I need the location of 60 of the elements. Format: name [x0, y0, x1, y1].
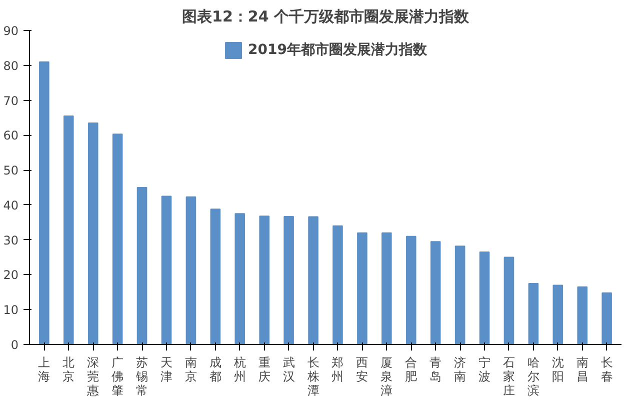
chart-title: 图表12：24 个千万级都市圈发展潜力指数: [182, 8, 470, 26]
bar: [39, 61, 50, 344]
y-tick-label: 80: [3, 58, 19, 73]
x-tick-label: 北京: [62, 356, 75, 384]
x-tick-label: 哈尔滨: [527, 356, 540, 398]
bar: [454, 246, 466, 344]
x-tick-label: 成都: [209, 356, 222, 384]
x-tick-label: 重庆: [258, 356, 270, 384]
bar: [357, 232, 368, 344]
x-tick-label: 青岛: [430, 356, 442, 384]
x-tick-label: 上海: [38, 356, 50, 384]
x-tick-label: 济南: [454, 356, 466, 384]
y-tick-label: 70: [3, 94, 19, 108]
x-tick-label: 深莞惠: [86, 356, 100, 398]
y-tick-label: 90: [3, 24, 19, 38]
x-tick-label: 广佛肇: [112, 356, 124, 398]
y-tick-label: 30: [3, 233, 19, 248]
bar: [602, 292, 612, 344]
y-tick-label: 10: [3, 303, 19, 318]
bar: [406, 236, 416, 344]
bar: [112, 134, 123, 344]
y-tick-label: 0: [10, 338, 19, 352]
bar: [88, 122, 98, 344]
bar: [479, 252, 490, 344]
bar: [552, 284, 564, 344]
x-tick-label: 杭州: [232, 356, 246, 384]
bar: [210, 208, 221, 344]
bar: [234, 213, 246, 344]
x-tick-label: 天津: [160, 356, 172, 384]
x-tick-label: 苏锡常: [135, 356, 148, 398]
x-tick-label: 郑州: [332, 356, 344, 384]
x-tick-label: 武汉: [282, 356, 295, 384]
bar: [186, 196, 196, 344]
x-tick-label: 厦泉漳: [380, 356, 393, 398]
bar: [332, 225, 343, 344]
bar: [136, 187, 148, 344]
bar: [63, 115, 74, 344]
x-tick-label: 西安: [356, 356, 368, 384]
x-tick-label: 南京: [184, 356, 197, 384]
bar: [259, 216, 270, 344]
x-tick-label: 合肥: [405, 356, 418, 384]
x-tick-label: 石家庄: [502, 356, 515, 398]
bar: [161, 196, 172, 344]
y-tick-label: 20: [3, 268, 19, 282]
bar: [308, 216, 318, 344]
legend-label: 2019年都市圈发展潜力指数: [248, 41, 427, 59]
y-tick-label: 40: [3, 198, 19, 212]
bar: [577, 286, 588, 344]
bar: [382, 232, 392, 344]
bar: [430, 241, 441, 344]
y-tick-label: 60: [3, 128, 19, 143]
bar: [504, 256, 514, 344]
x-tick-label: 沈阳: [552, 356, 564, 384]
x-tick-label: 长株潭: [306, 356, 320, 398]
x-tick-label: 宁波: [478, 356, 491, 384]
y-tick-label: 50: [3, 164, 19, 178]
bar: [284, 216, 294, 344]
x-tick-label: 长春: [600, 356, 613, 384]
x-tick-label: 南昌: [576, 356, 588, 384]
bar: [528, 282, 539, 344]
